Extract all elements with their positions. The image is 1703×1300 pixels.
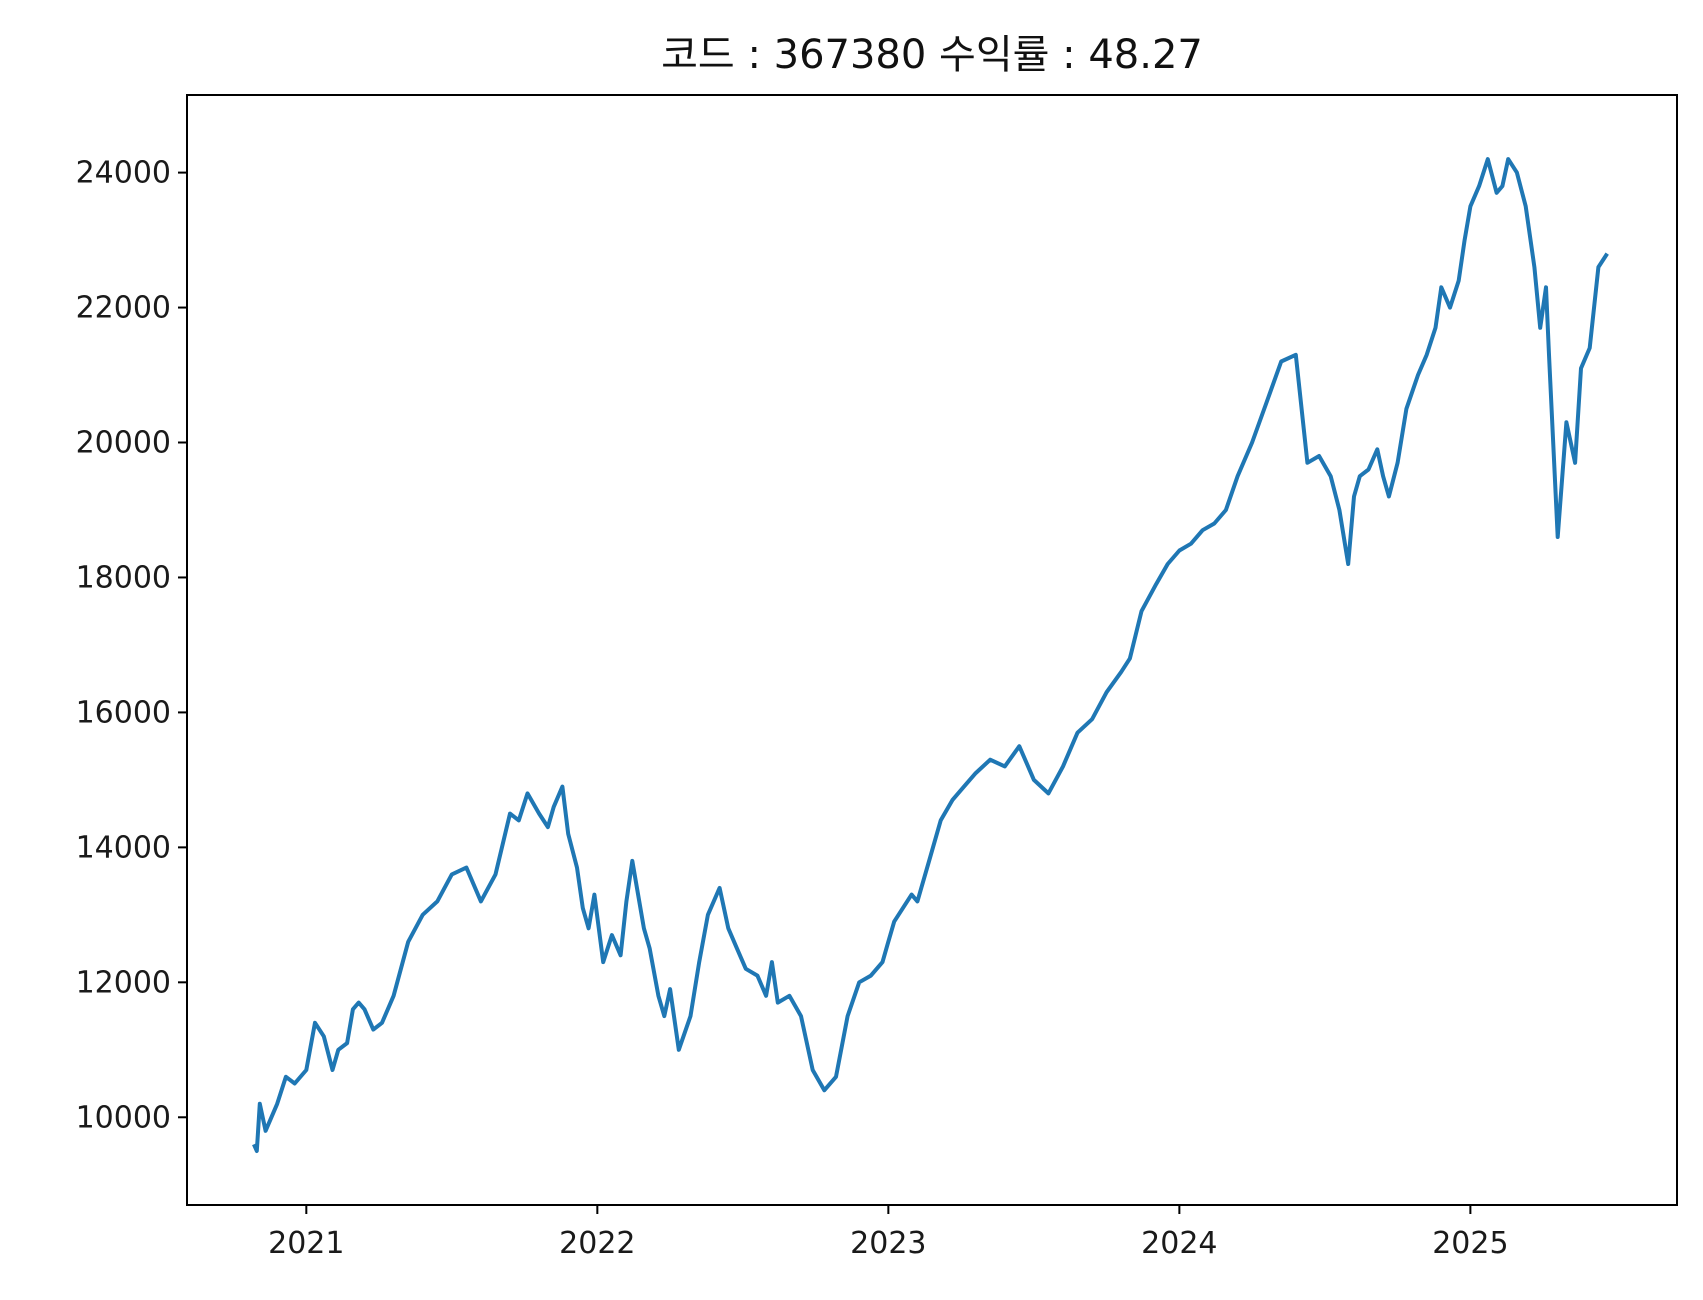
y-tick-label: 16000 [76,695,171,730]
x-tick-label: 2021 [268,1226,344,1261]
y-tick-label: 22000 [76,291,171,326]
x-tick-label: 2025 [1432,1226,1508,1261]
series-line-0 [252,157,1609,1153]
x-tick-label: 2022 [559,1226,635,1261]
chart-title: 코드 : 367380 수익률 : 48.27 [661,32,1203,78]
x-axis: 2021 2022 2023 2024 2025 [268,1205,1509,1261]
y-tick-label: 20000 [76,426,171,461]
axes-frame [186,94,1678,1206]
y-tick-label: 18000 [76,560,171,595]
y-axis: 10000 12000 14000 16000 18000 20000 22000 24000 [76,156,187,1135]
y-tick-label: 12000 [76,965,171,1000]
y-tick-label: 14000 [76,830,171,865]
y-tick-label: 10000 [76,1100,171,1135]
x-tick-label: 2023 [850,1226,926,1261]
x-tick-label: 2024 [1141,1226,1217,1261]
y-tick-label: 24000 [76,156,171,191]
